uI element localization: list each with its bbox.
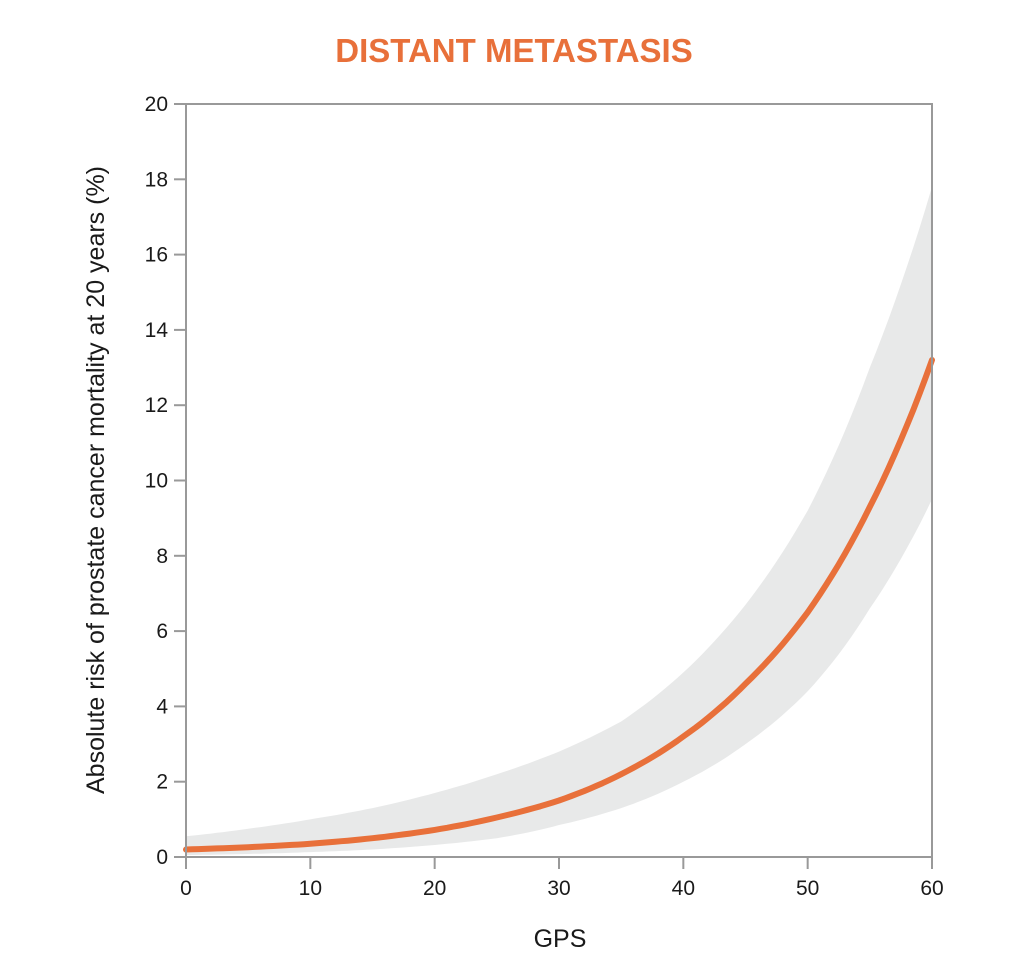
x-axis: 0 10 20 30 40 50 60 bbox=[180, 857, 944, 900]
y-tick-label: 8 bbox=[156, 545, 168, 568]
x-tick-label: 30 bbox=[547, 877, 570, 900]
y-tick-label: 4 bbox=[156, 695, 168, 718]
y-tick-label: 12 bbox=[145, 394, 168, 417]
x-tick-label: 20 bbox=[423, 877, 446, 900]
x-tick-label: 10 bbox=[299, 877, 322, 900]
plot-area bbox=[183, 186, 935, 856]
y-tick-label: 18 bbox=[145, 168, 168, 191]
x-tick-label: 60 bbox=[920, 877, 943, 900]
y-tick-label: 14 bbox=[145, 319, 169, 342]
y-tick-label: 2 bbox=[156, 771, 168, 794]
y-tick-label: 16 bbox=[145, 244, 168, 267]
x-tick-label: 50 bbox=[796, 877, 819, 900]
chart-title: DISTANT METASTASIS bbox=[335, 32, 693, 69]
x-tick-label: 40 bbox=[672, 877, 695, 900]
y-tick-label: 20 bbox=[145, 93, 168, 116]
confidence-band bbox=[186, 186, 932, 856]
plot-frame bbox=[185, 103, 933, 858]
x-tick-label: 0 bbox=[180, 877, 192, 900]
y-tick-label: 10 bbox=[145, 470, 168, 493]
y-tick-label: 0 bbox=[156, 846, 168, 869]
y-axis-label: Absolute risk of prostate cancer mortali… bbox=[82, 166, 110, 794]
y-tick-label: 6 bbox=[156, 620, 168, 643]
y-axis: 0 2 4 6 8 10 12 14 16 18 20 bbox=[145, 93, 186, 869]
x-axis-label: GPS bbox=[534, 925, 587, 953]
series-line bbox=[183, 357, 935, 853]
